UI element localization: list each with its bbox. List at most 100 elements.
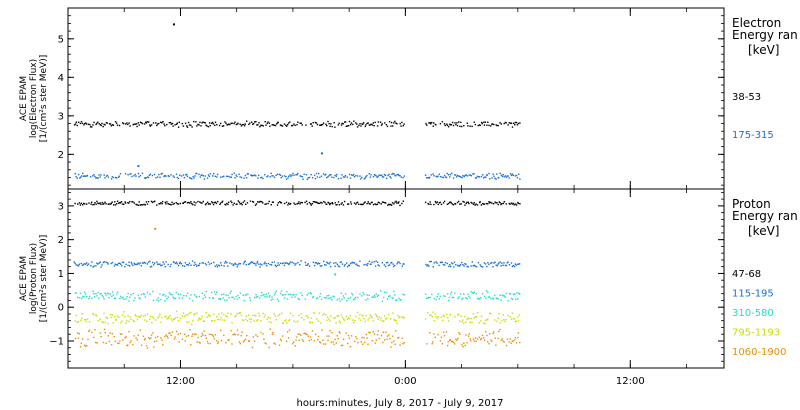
data-point [198, 341, 200, 343]
data-point [131, 263, 133, 265]
data-point [454, 316, 456, 318]
data-point [512, 318, 515, 320]
data-point [331, 332, 333, 334]
data-point [310, 173, 312, 176]
data-point [139, 297, 141, 300]
legend-channel-1060-1900: 1060-1900 [732, 347, 787, 358]
data-point [357, 264, 359, 267]
data-point [433, 297, 436, 300]
data-point [502, 202, 505, 205]
data-point [151, 174, 154, 177]
data-point [321, 329, 323, 331]
data-point [369, 203, 371, 205]
data-point [491, 202, 493, 204]
data-point [392, 125, 394, 127]
data-point [306, 178, 309, 180]
data-point [172, 175, 174, 177]
data-point [179, 332, 182, 335]
data-point [294, 264, 296, 266]
data-point [260, 320, 262, 322]
data-point [204, 262, 207, 265]
data-point [216, 176, 218, 178]
data-point [186, 125, 188, 127]
data-point [132, 292, 134, 295]
data-point [506, 338, 509, 340]
data-point [361, 203, 363, 206]
data-point [374, 265, 377, 267]
data-point [93, 293, 95, 295]
data-point [219, 319, 221, 321]
data-point [160, 337, 162, 339]
data-point [150, 265, 153, 268]
data-point [200, 174, 202, 176]
data-point [376, 176, 378, 178]
data-point [402, 293, 404, 295]
data-point [338, 122, 340, 124]
data-point [487, 203, 489, 205]
data-point [320, 265, 323, 267]
data-point [163, 263, 165, 265]
data-point [296, 174, 298, 176]
data-point [380, 319, 382, 321]
data-point [209, 124, 211, 127]
data-point [280, 177, 282, 179]
data-point [171, 293, 173, 296]
data-point [190, 124, 192, 126]
data-point [459, 125, 461, 128]
data-point [427, 202, 429, 205]
data-point [118, 342, 120, 345]
data-point [84, 175, 87, 177]
data-point [78, 202, 81, 204]
data-point [436, 296, 438, 298]
data-point [137, 294, 140, 297]
data-point [301, 338, 304, 341]
data-point [168, 332, 170, 335]
data-point [131, 201, 133, 203]
data-point [489, 333, 491, 335]
data-point [359, 260, 361, 262]
data-point [201, 174, 203, 176]
data-point [375, 293, 377, 295]
data-point [135, 263, 137, 265]
data-point [455, 123, 457, 126]
data-point [267, 262, 269, 265]
data-point [279, 174, 282, 176]
data-point [331, 125, 333, 128]
data-point [77, 337, 80, 339]
data-point [255, 334, 257, 336]
data-point [283, 175, 286, 177]
data-point [472, 292, 475, 294]
data-point [153, 346, 155, 348]
data-point [235, 174, 237, 176]
data-point [77, 173, 80, 176]
data-point [213, 201, 216, 204]
y-axis-label: [1/(cm²s ster MeV)] [39, 55, 49, 142]
data-point [509, 173, 512, 175]
data-point [481, 334, 484, 337]
data-point [206, 177, 209, 179]
data-point [331, 299, 333, 301]
data-point [515, 121, 518, 124]
data-point [221, 125, 224, 127]
outlier-point [334, 273, 337, 276]
data-point [191, 260, 194, 262]
data-point [481, 121, 483, 124]
data-point [293, 341, 295, 343]
data-point [122, 314, 124, 316]
data-point [460, 203, 462, 205]
data-point [466, 298, 468, 300]
data-point [140, 344, 143, 346]
data-point [326, 124, 328, 127]
data-point [77, 332, 79, 334]
data-point [202, 320, 204, 322]
data-point [261, 201, 263, 203]
data-point [449, 201, 452, 203]
data-point [84, 175, 86, 177]
data-point [516, 124, 519, 126]
data-point [486, 319, 488, 321]
data-point [258, 315, 261, 317]
data-point [319, 124, 321, 126]
data-point [306, 333, 308, 336]
data-point [493, 123, 495, 126]
data-point [337, 338, 339, 340]
